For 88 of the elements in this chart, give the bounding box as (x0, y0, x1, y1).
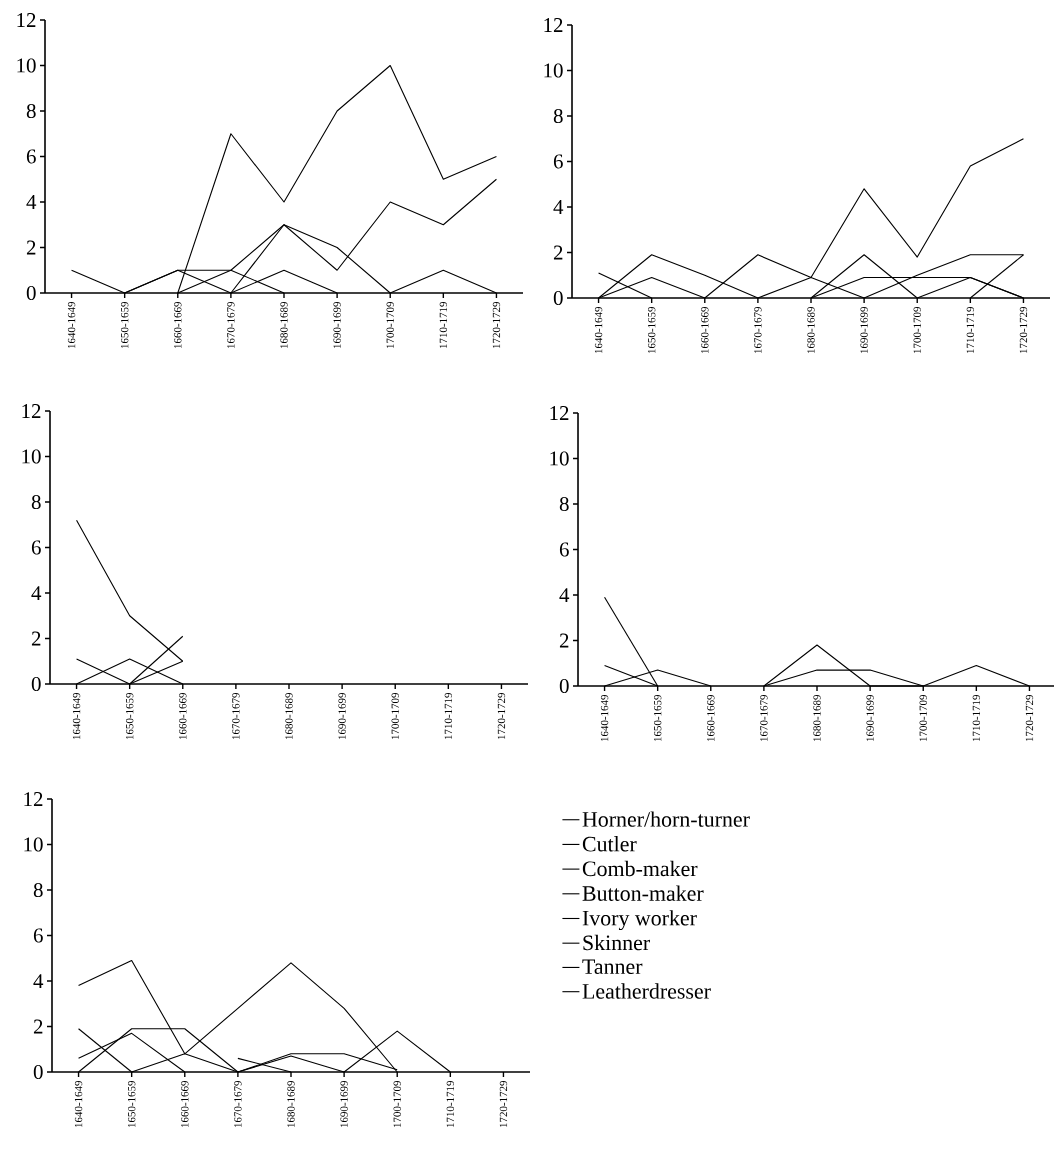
x-tick-label: 1640-1649 (594, 306, 603, 354)
x-tick-label: 1640-1649 (67, 301, 76, 349)
x-tick-label: 1720-1729 (499, 1080, 508, 1128)
x-tick-label: 1640-1649 (74, 1080, 83, 1128)
y-tick-label: 6 (26, 149, 36, 164)
x-tick-label: 1650-1659 (647, 306, 656, 354)
y-tick-label: 8 (553, 108, 563, 124)
x-tick-label: 1700-1709 (391, 692, 399, 740)
legend-label: Horner/horn-turner (582, 811, 750, 827)
x-tick-label: 1710-1719 (966, 306, 975, 354)
x-tick-label: 1690-1699 (866, 694, 874, 742)
x-tick-label: 1660-1669 (179, 692, 187, 740)
y-tick-label: 12 (22, 404, 41, 418)
y-tick-label: 4 (33, 974, 44, 988)
y-tick-label: 10 (550, 451, 569, 466)
x-tick-label: 1650-1659 (653, 694, 662, 742)
legend-label: Leatherdresser (582, 983, 711, 999)
y-tick-label: 0 (31, 676, 41, 692)
y-tick-label: 4 (553, 200, 564, 214)
x-tick-label: 1680-1689 (807, 306, 815, 354)
y-tick-label: 8 (559, 496, 569, 512)
legend-label: Skinner (583, 934, 650, 951)
x-tick-label: 1660-1669 (707, 694, 715, 742)
y-tick-label: 10 (17, 58, 36, 73)
y-tick-label: 8 (31, 494, 41, 510)
y-tick-label: 12 (550, 406, 569, 420)
legend-label: Ivory worker (582, 910, 697, 931)
x-tick-label: 1680-1689 (287, 1080, 295, 1128)
x-tick-label: 1650-1659 (120, 301, 129, 349)
x-tick-label: 1700-1709 (913, 306, 921, 354)
x-tick-label: 1690-1699 (860, 306, 868, 354)
y-tick-label: 8 (26, 103, 36, 119)
x-tick-label: 1660-1669 (701, 306, 709, 354)
x-tick-label: 1710-1719 (972, 694, 981, 742)
y-tick-label: 6 (553, 154, 563, 169)
x-tick-label: 1640-1649 (72, 692, 81, 740)
y-tick-label: 2 (559, 633, 569, 648)
y-tick-label: 0 (553, 290, 563, 306)
x-tick-label: 1670-1679 (234, 1080, 242, 1128)
x-tick-label: 1650-1659 (125, 692, 134, 740)
y-tick-label: 8 (33, 882, 43, 898)
x-tick-label: 1720-1729 (1019, 306, 1028, 354)
y-tick-label: 4 (559, 588, 570, 602)
x-tick-label: 1710-1719 (446, 1080, 455, 1128)
y-tick-label: 12 (544, 18, 563, 32)
y-tick-label: 6 (31, 540, 41, 555)
x-tick-label: 1720-1729 (497, 692, 506, 740)
x-tick-label: 1720-1729 (492, 301, 501, 349)
y-tick-label: 4 (31, 586, 42, 600)
y-tick-label: 2 (31, 631, 41, 646)
x-tick-label: 1670-1679 (760, 694, 768, 742)
y-tick-label: 0 (26, 285, 36, 301)
x-tick-label: 1680-1689 (285, 692, 293, 740)
y-tick-label: 0 (559, 678, 569, 694)
x-tick-label: 1700-1709 (386, 301, 394, 349)
y-tick-label: 10 (544, 63, 563, 78)
y-tick-label: 0 (33, 1064, 43, 1080)
y-tick-label: 2 (553, 245, 563, 260)
x-tick-label: 1660-1669 (181, 1080, 189, 1128)
x-tick-label: 1640-1649 (600, 694, 609, 742)
x-tick-label: 1700-1709 (393, 1080, 401, 1128)
y-tick-label: 6 (33, 928, 43, 943)
x-tick-label: 1670-1679 (227, 301, 235, 349)
x-tick-label: 1660-1669 (174, 301, 182, 349)
x-tick-label: 1700-1709 (919, 694, 927, 742)
x-tick-label: 1690-1699 (333, 301, 341, 349)
y-tick-label: 6 (559, 542, 569, 557)
y-tick-label: 10 (24, 837, 43, 852)
legend-label: Tanner (582, 959, 643, 975)
y-tick-label: 10 (22, 449, 41, 464)
legend-label: Button-maker (582, 885, 704, 901)
x-tick-label: 1710-1719 (444, 692, 453, 740)
x-tick-label: 1710-1719 (439, 301, 448, 349)
x-tick-label: 1670-1679 (232, 692, 240, 740)
x-tick-label: 1720-1729 (1025, 694, 1034, 742)
x-tick-label: 1690-1699 (338, 692, 346, 740)
x-tick-label: 1650-1659 (127, 1080, 136, 1128)
legend-label: Comb-maker (582, 860, 698, 877)
x-tick-label: 1680-1689 (813, 694, 821, 742)
x-tick-label: 1680-1689 (280, 301, 288, 349)
y-tick-label: 12 (17, 13, 36, 27)
y-tick-label: 4 (26, 195, 37, 209)
legend-label: Cutler (582, 836, 637, 852)
y-tick-label: 2 (26, 240, 36, 255)
x-tick-label: 1690-1699 (340, 1080, 348, 1128)
y-tick-label: 12 (24, 792, 43, 806)
x-tick-label: 1670-1679 (754, 306, 762, 354)
y-tick-label: 2 (33, 1019, 43, 1034)
